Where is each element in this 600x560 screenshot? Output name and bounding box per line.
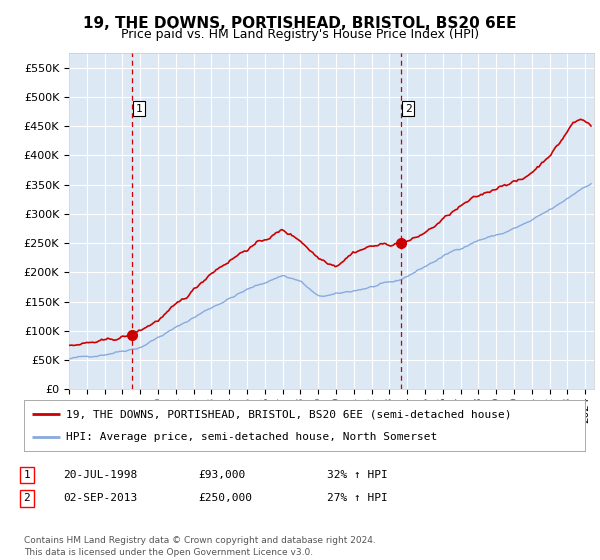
- Text: Contains HM Land Registry data © Crown copyright and database right 2024.
This d: Contains HM Land Registry data © Crown c…: [24, 536, 376, 557]
- Text: 32% ↑ HPI: 32% ↑ HPI: [327, 470, 388, 480]
- Text: 1: 1: [23, 470, 31, 480]
- Text: 20-JUL-1998: 20-JUL-1998: [63, 470, 137, 480]
- Text: 2: 2: [405, 104, 412, 114]
- Text: 1: 1: [136, 104, 142, 114]
- Text: 19, THE DOWNS, PORTISHEAD, BRISTOL, BS20 6EE: 19, THE DOWNS, PORTISHEAD, BRISTOL, BS20…: [83, 16, 517, 31]
- Text: HPI: Average price, semi-detached house, North Somerset: HPI: Average price, semi-detached house,…: [66, 432, 437, 442]
- Text: £250,000: £250,000: [198, 493, 252, 503]
- Text: 27% ↑ HPI: 27% ↑ HPI: [327, 493, 388, 503]
- Text: 2: 2: [23, 493, 31, 503]
- Text: 02-SEP-2013: 02-SEP-2013: [63, 493, 137, 503]
- Text: Price paid vs. HM Land Registry's House Price Index (HPI): Price paid vs. HM Land Registry's House …: [121, 28, 479, 41]
- Text: 19, THE DOWNS, PORTISHEAD, BRISTOL, BS20 6EE (semi-detached house): 19, THE DOWNS, PORTISHEAD, BRISTOL, BS20…: [66, 409, 512, 419]
- Text: £93,000: £93,000: [198, 470, 245, 480]
